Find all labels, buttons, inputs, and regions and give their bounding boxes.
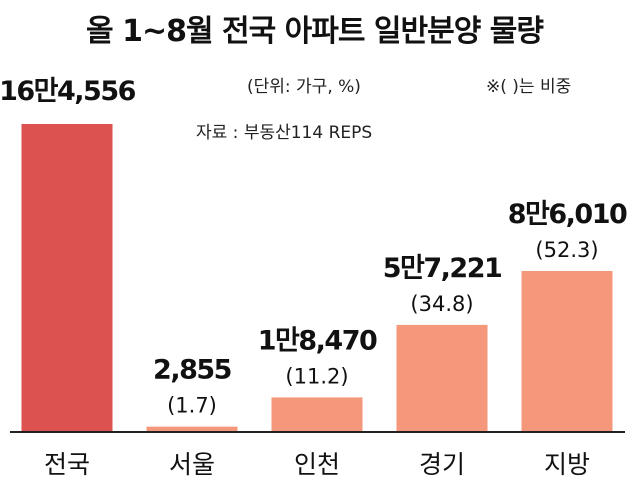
share-label: (1.7) xyxy=(167,394,217,418)
category-label: 경기 xyxy=(419,450,465,479)
category-label: 지방 xyxy=(544,450,590,479)
value-label: 5만7,221 xyxy=(383,253,502,284)
unit-note: (단위: 가구, %) xyxy=(247,77,361,97)
share-label: (52.3) xyxy=(535,238,598,262)
bar-2 xyxy=(146,426,238,432)
category-label: 전국 xyxy=(44,450,90,479)
bars-layer: 16만4,556 전국 (1.7) 2,855 서울 (11.2) 1만8,470 인천 (34… xyxy=(0,76,628,479)
category-label: 서울 xyxy=(169,450,215,479)
chart-title: 올 1~8월 전국 아파트 일반분양 물량 xyxy=(86,14,544,49)
value-label: 2,855 xyxy=(153,355,231,386)
value-label: 1만8,470 xyxy=(258,325,377,356)
source-note: 자료 : 부동산114 REPS xyxy=(196,123,373,143)
bar-3 xyxy=(271,397,363,432)
bar-4 xyxy=(396,324,488,432)
category-label: 인천 xyxy=(294,450,340,479)
share-label: (34.8) xyxy=(410,292,473,316)
bar-5 xyxy=(521,271,613,432)
value-label: 16만4,556 xyxy=(0,76,136,107)
value-label: 8만6,010 xyxy=(508,199,627,230)
share-note: ※( )는 비중 xyxy=(486,77,572,97)
share-label: (11.2) xyxy=(285,364,348,388)
bar-1 xyxy=(21,124,113,432)
